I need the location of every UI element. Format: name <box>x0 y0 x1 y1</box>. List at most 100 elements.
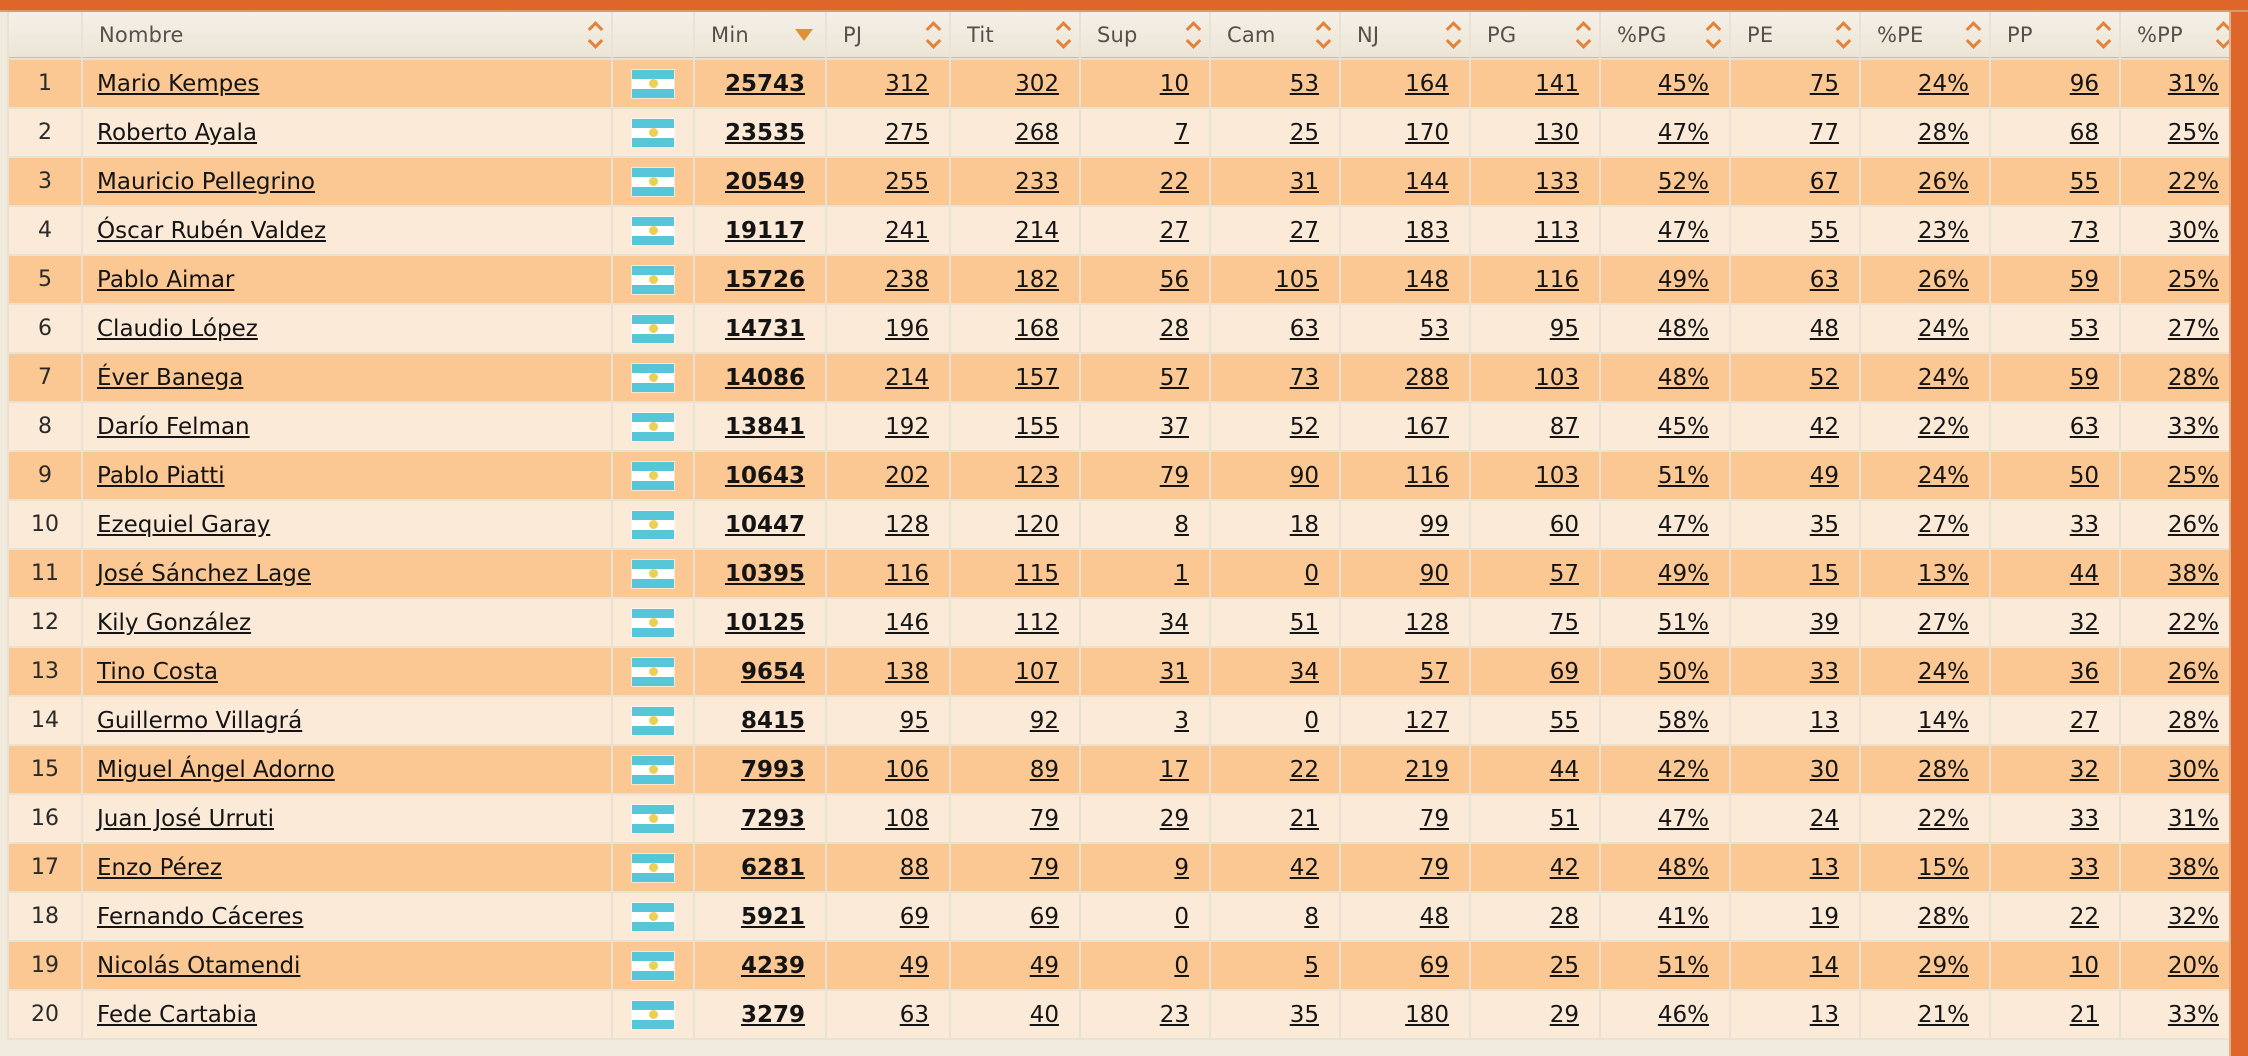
player-name-link[interactable]: Guillermo Villagrá <box>97 707 303 734</box>
player-name-link[interactable]: Miguel Ángel Adorno <box>97 756 335 783</box>
stat-sup-link[interactable]: 34 <box>1159 609 1189 636</box>
stat-pe-link[interactable]: 49 <box>1809 462 1839 489</box>
player-name-link[interactable]: Ezequiel Garay <box>97 511 271 538</box>
stat-pg-link[interactable]: 133 <box>1535 168 1579 195</box>
stat-nj-link[interactable]: 183 <box>1405 217 1449 244</box>
stat-pctpp-link[interactable]: 20% <box>2167 952 2219 979</box>
stat-pe-link[interactable]: 52 <box>1809 364 1839 391</box>
stat-pctpe-link[interactable]: 15% <box>1917 854 1969 881</box>
stat-nj-link[interactable]: 116 <box>1405 462 1449 489</box>
stat-cam-link[interactable]: 5 <box>1304 952 1319 979</box>
stat-nj-link[interactable]: 79 <box>1419 805 1449 832</box>
stat-pctpg-link[interactable]: 49% <box>1657 266 1709 293</box>
stat-pe-link[interactable]: 42 <box>1809 413 1839 440</box>
column-header-sup[interactable]: Sup <box>1081 12 1209 58</box>
stat-min-link[interactable]: 10395 <box>724 560 805 587</box>
stat-pctpg-link[interactable]: 49% <box>1657 560 1709 587</box>
sort-toggle-icon[interactable] <box>1185 20 1202 49</box>
stat-cam-link[interactable]: 90 <box>1289 462 1319 489</box>
column-header-pctpe[interactable]: %PE <box>1861 12 1989 58</box>
stat-pctpe-link[interactable]: 23% <box>1917 217 1969 244</box>
sort-toggle-icon[interactable] <box>1705 20 1722 49</box>
stat-cam-link[interactable]: 51 <box>1289 609 1319 636</box>
stat-pj-link[interactable]: 63 <box>899 1001 929 1028</box>
stat-pp-link[interactable]: 32 <box>2069 609 2099 636</box>
player-name-link[interactable]: Juan José Urruti <box>97 805 274 832</box>
stat-pp-link[interactable]: 55 <box>2069 168 2099 195</box>
stat-tit-link[interactable]: 155 <box>1015 413 1059 440</box>
stat-pctpe-link[interactable]: 22% <box>1917 805 1969 832</box>
stat-cam-link[interactable]: 22 <box>1289 756 1319 783</box>
stat-cam-link[interactable]: 63 <box>1289 315 1319 342</box>
stat-sup-link[interactable]: 56 <box>1159 266 1189 293</box>
stat-tit-link[interactable]: 49 <box>1029 952 1059 979</box>
stat-pctpp-link[interactable]: 26% <box>2167 658 2219 685</box>
stat-min-link[interactable]: 5921 <box>740 903 805 930</box>
player-name-link[interactable]: Darío Felman <box>97 413 250 440</box>
stat-pj-link[interactable]: 106 <box>885 756 929 783</box>
stat-min-link[interactable]: 6281 <box>740 854 805 881</box>
stat-tit-link[interactable]: 182 <box>1015 266 1059 293</box>
player-name-link[interactable]: Enzo Pérez <box>97 854 222 881</box>
stat-pg-link[interactable]: 42 <box>1549 854 1579 881</box>
stat-pctpe-link[interactable]: 26% <box>1917 168 1969 195</box>
stat-tit-link[interactable]: 40 <box>1029 1001 1059 1028</box>
stat-pctpg-link[interactable]: 48% <box>1657 364 1709 391</box>
stat-pg-link[interactable]: 103 <box>1535 364 1579 391</box>
stat-tit-link[interactable]: 107 <box>1015 658 1059 685</box>
stat-cam-link[interactable]: 34 <box>1289 658 1319 685</box>
stat-pctpp-link[interactable]: 31% <box>2167 805 2219 832</box>
stat-cam-link[interactable]: 0 <box>1304 560 1319 587</box>
stat-pp-link[interactable]: 59 <box>2069 266 2099 293</box>
stat-cam-link[interactable]: 8 <box>1304 903 1319 930</box>
stat-pctpe-link[interactable]: 28% <box>1917 903 1969 930</box>
stat-pctpe-link[interactable]: 24% <box>1917 658 1969 685</box>
stat-pj-link[interactable]: 196 <box>885 315 929 342</box>
stat-pp-link[interactable]: 22 <box>2069 903 2099 930</box>
stat-pctpg-link[interactable]: 51% <box>1657 952 1709 979</box>
stat-pe-link[interactable]: 19 <box>1809 903 1839 930</box>
stat-cam-link[interactable]: 105 <box>1275 266 1319 293</box>
stat-pe-link[interactable]: 75 <box>1809 70 1839 97</box>
stat-tit-link[interactable]: 115 <box>1015 560 1059 587</box>
stat-tit-link[interactable]: 112 <box>1015 609 1059 636</box>
stat-pg-link[interactable]: 55 <box>1549 707 1579 734</box>
stat-pj-link[interactable]: 312 <box>885 70 929 97</box>
stat-min-link[interactable]: 10447 <box>724 511 805 538</box>
player-name-link[interactable]: Fernando Cáceres <box>97 903 304 930</box>
stat-pe-link[interactable]: 48 <box>1809 315 1839 342</box>
stat-cam-link[interactable]: 35 <box>1289 1001 1319 1028</box>
stat-nj-link[interactable]: 69 <box>1419 952 1449 979</box>
stat-pg-link[interactable]: 130 <box>1535 119 1579 146</box>
sort-toggle-icon[interactable] <box>587 20 604 49</box>
stat-nj-link[interactable]: 48 <box>1419 903 1449 930</box>
stat-nj-link[interactable]: 148 <box>1405 266 1449 293</box>
stat-pg-link[interactable]: 44 <box>1549 756 1579 783</box>
stat-pp-link[interactable]: 44 <box>2069 560 2099 587</box>
stat-pe-link[interactable]: 13 <box>1809 1001 1839 1028</box>
stat-pp-link[interactable]: 68 <box>2069 119 2099 146</box>
stat-min-link[interactable]: 20549 <box>724 168 805 195</box>
stat-cam-link[interactable]: 21 <box>1289 805 1319 832</box>
stat-pctpp-link[interactable]: 31% <box>2167 70 2219 97</box>
stat-min-link[interactable]: 25743 <box>724 70 805 97</box>
stat-pj-link[interactable]: 238 <box>885 266 929 293</box>
stat-nj-link[interactable]: 167 <box>1405 413 1449 440</box>
stat-pctpe-link[interactable]: 24% <box>1917 364 1969 391</box>
stat-sup-link[interactable]: 37 <box>1159 413 1189 440</box>
stat-min-link[interactable]: 7993 <box>740 756 805 783</box>
player-name-link[interactable]: Éver Banega <box>97 364 244 391</box>
stat-pg-link[interactable]: 95 <box>1549 315 1579 342</box>
column-header-pg[interactable]: PG <box>1471 12 1599 58</box>
stat-pe-link[interactable]: 77 <box>1809 119 1839 146</box>
stat-pj-link[interactable]: 49 <box>899 952 929 979</box>
stat-tit-link[interactable]: 89 <box>1029 756 1059 783</box>
sort-descending-icon[interactable] <box>795 28 813 41</box>
stat-cam-link[interactable]: 27 <box>1289 217 1319 244</box>
stat-pctpg-link[interactable]: 45% <box>1657 413 1709 440</box>
stat-tit-link[interactable]: 168 <box>1015 315 1059 342</box>
stat-pg-link[interactable]: 69 <box>1549 658 1579 685</box>
stat-tit-link[interactable]: 214 <box>1015 217 1059 244</box>
stat-sup-link[interactable]: 3 <box>1174 707 1189 734</box>
stat-pg-link[interactable]: 28 <box>1549 903 1579 930</box>
